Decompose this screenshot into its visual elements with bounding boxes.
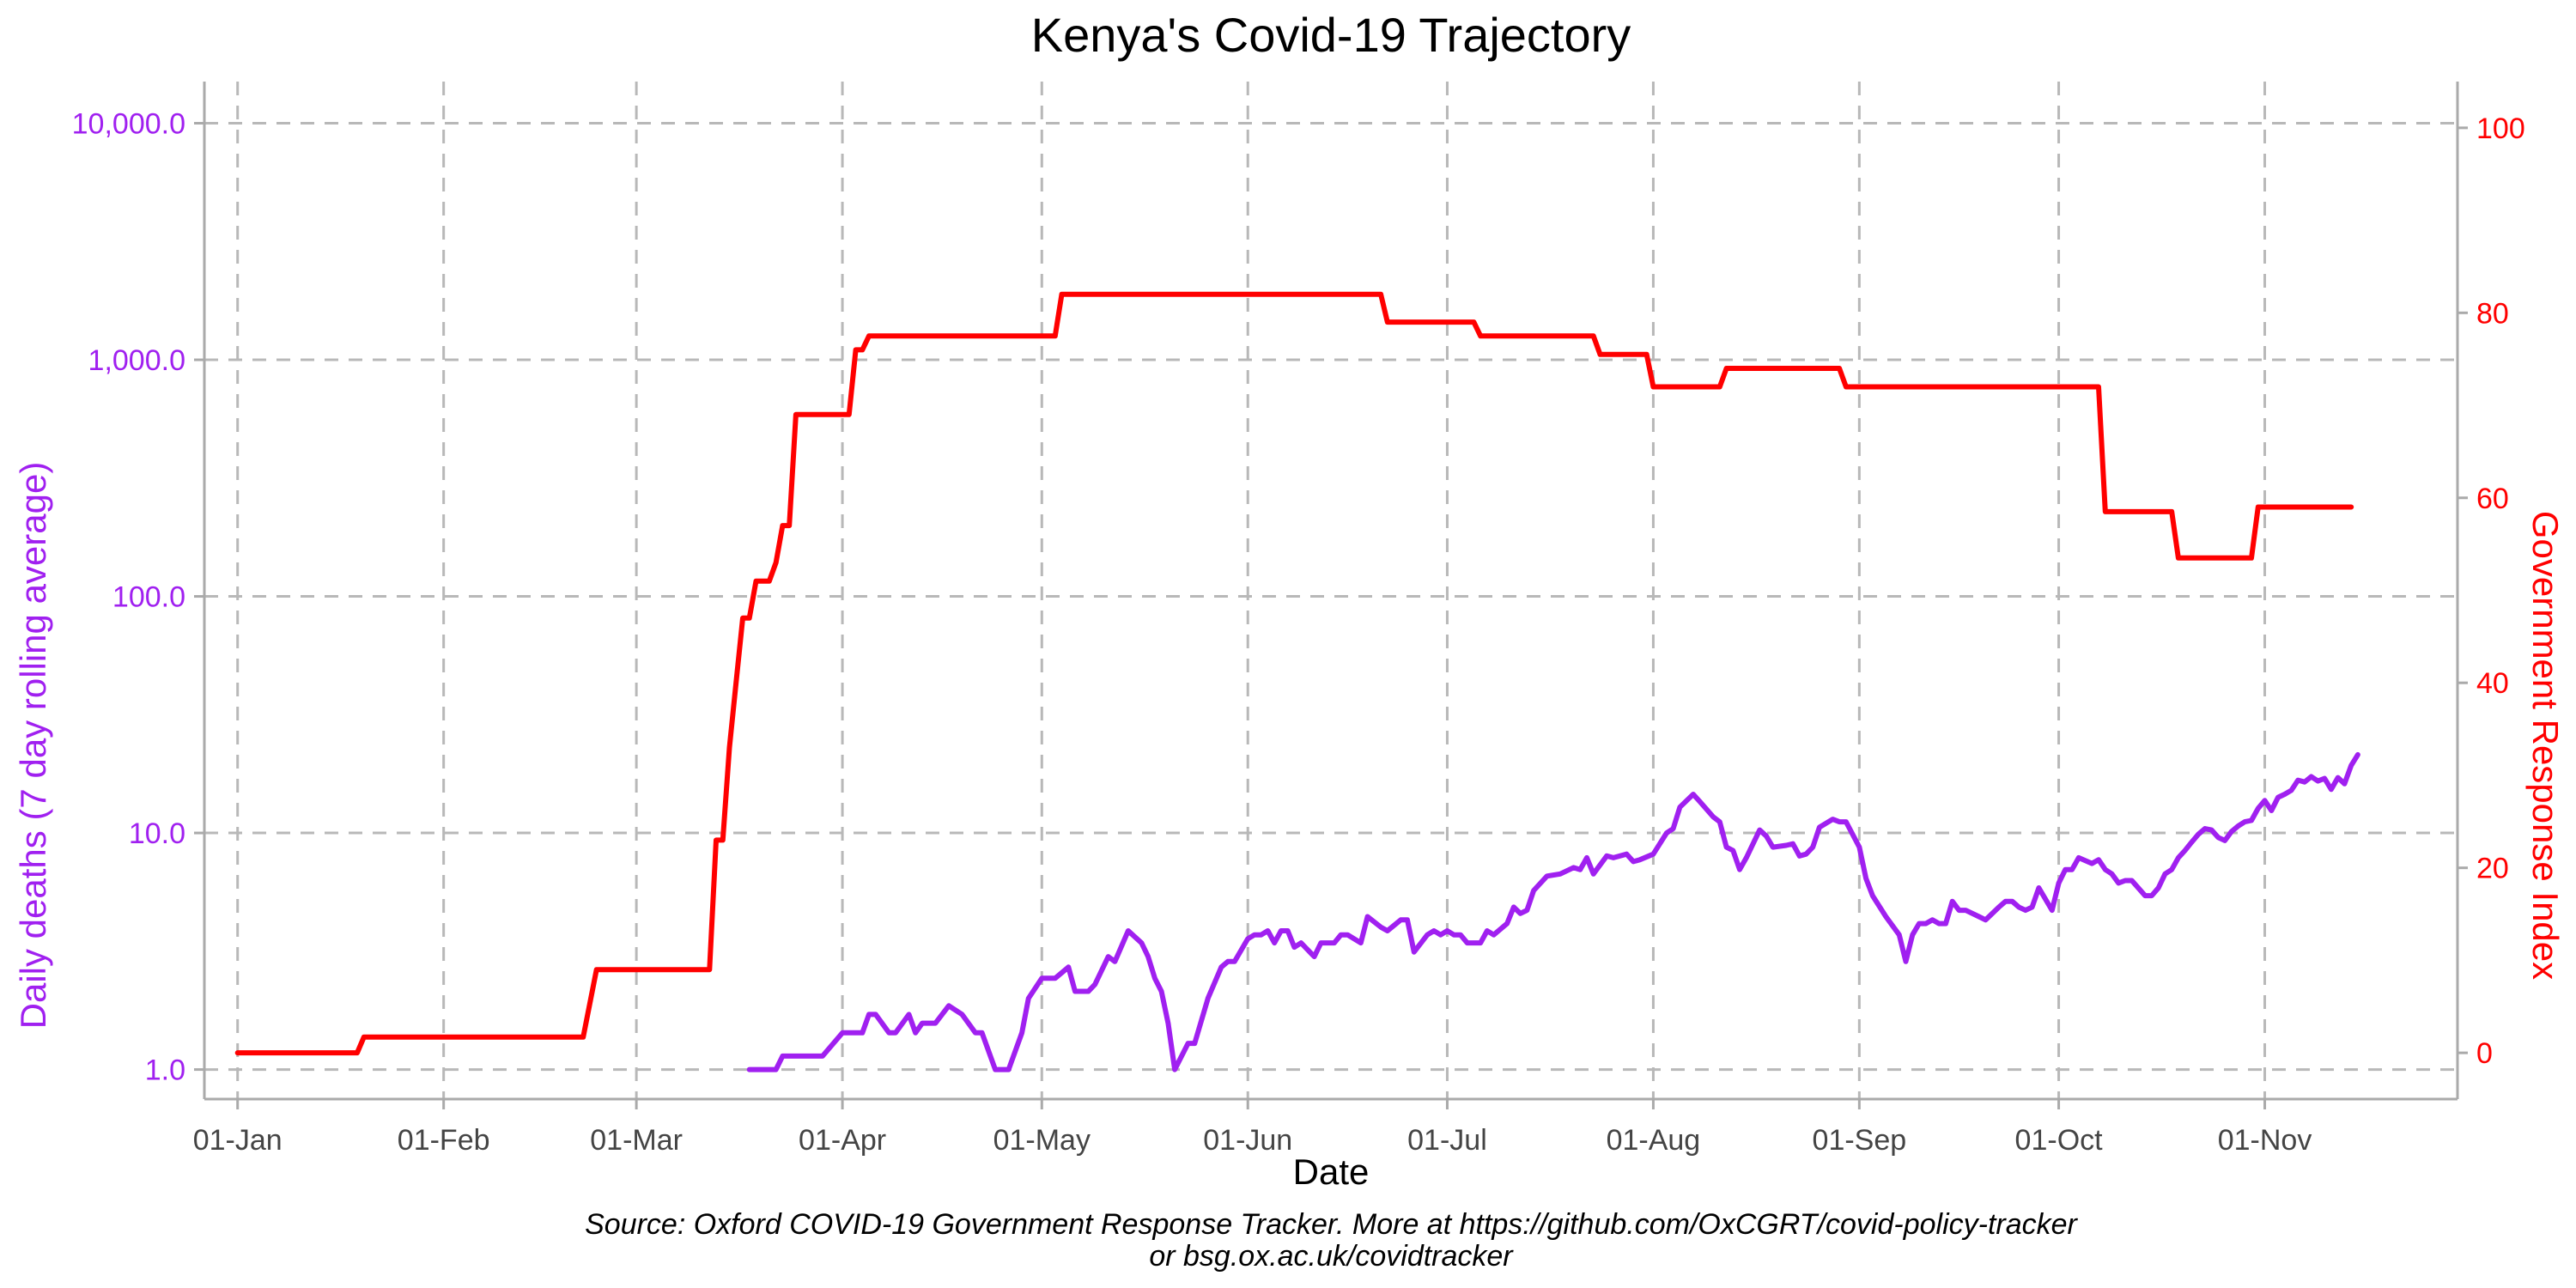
x-tick-label: 01-Sep: [1813, 1124, 1907, 1157]
x-axis-title: Date: [1293, 1151, 1370, 1192]
x-tick-label: 01-Apr: [799, 1124, 886, 1157]
x-tick-label: 01-May: [993, 1124, 1091, 1157]
x-tick-label: 01-Nov: [2218, 1124, 2312, 1157]
series-line-daily-deaths: [746, 751, 2360, 1072]
y-axis-right-title: Government Response Index: [2525, 511, 2566, 980]
x-tick-label: 01-Aug: [1607, 1124, 1701, 1157]
y-axis-left-title: Daily deaths (7 day rolling average): [13, 462, 53, 1030]
y-right-tick-label: 40: [2476, 667, 2509, 700]
source-caption-line-1: Source: Oxford COVID-19 Government Respo…: [585, 1208, 2078, 1241]
y-right-tick-label: 20: [2476, 853, 2509, 885]
x-tick-label: 01-Feb: [398, 1124, 490, 1157]
x-tick-label: 01-Jan: [193, 1124, 283, 1157]
gridlines: [204, 82, 2458, 1099]
y-left-tick-label: 1,000.0: [88, 344, 185, 377]
y-right-tick-label: 60: [2476, 483, 2509, 515]
source-caption-line-2: or bsg.ox.ac.uk/covidtracker: [1149, 1240, 1514, 1273]
y-right-tick-label: 100: [2476, 112, 2525, 145]
series-line-government-response-index: [234, 291, 2354, 1056]
y-left-tick-label: 100.0: [112, 581, 185, 614]
y-left-tick-label: 10.0: [129, 817, 185, 850]
chart-title: Kenya's Covid-19 Trajectory: [1031, 8, 1631, 62]
x-tick-label: 01-Mar: [590, 1124, 683, 1157]
ticks-layer: 1.0 10.0 100.0 1,000.0 10,000.0 0 20 40 60 80 100 0…: [72, 108, 2525, 1157]
x-tick-label: 01-Jun: [1203, 1124, 1292, 1157]
y-right-tick-label: 80: [2476, 297, 2509, 330]
x-tick-label: 01-Jul: [1407, 1124, 1487, 1157]
y-left-tick-label: 10,000.0: [72, 108, 185, 141]
y-right-tick-label: 0: [2476, 1037, 2493, 1070]
y-left-tick-label: 1.0: [145, 1054, 185, 1087]
x-tick-label: 01-Oct: [2015, 1124, 2104, 1157]
axes: [203, 82, 2459, 1101]
series-layer: [234, 291, 2360, 1072]
